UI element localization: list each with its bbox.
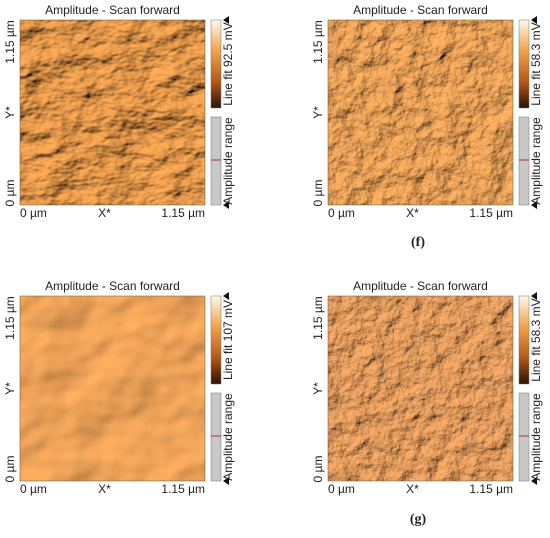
colorbar-label: Line fit 58.3 mV (529, 22, 543, 105)
x-axis-label: 1.15 µm (469, 482, 513, 496)
colorbar-label: Line fit 92.5 mV (221, 22, 235, 105)
colorbar (210, 295, 222, 385)
range-pointer (531, 201, 537, 209)
range-bar (210, 116, 222, 206)
range-bar (518, 116, 530, 206)
y-axis-label: Y* (3, 382, 17, 395)
image-frame (327, 19, 514, 206)
image-frame (19, 19, 206, 206)
range-label: Amplitude range (529, 117, 543, 205)
range-pointer (531, 292, 537, 300)
range-pointer (531, 477, 537, 485)
colorbar-label: Line fit 107 mV (221, 300, 235, 380)
afm-image (20, 296, 205, 481)
y-axis-label: 1.15 µm (3, 296, 17, 340)
y-axis-label: Y* (3, 106, 17, 119)
caption: (f) (411, 235, 425, 250)
x-axis-label: 0 µm (328, 206, 355, 220)
y-axis-label: 0 µm (3, 456, 17, 483)
y-axis-label: Y* (311, 382, 325, 395)
x-axis-label: X* (406, 482, 419, 496)
range-bar (210, 392, 222, 482)
x-axis-label: 0 µm (20, 482, 47, 496)
y-axis-label: 0 µm (311, 180, 325, 207)
x-axis-label: X* (98, 206, 111, 220)
afm-image (20, 20, 205, 205)
colorbar-label: Line fit 58.3 mV (529, 298, 543, 381)
panel-title: Amplitude - Scan forward (45, 279, 180, 293)
colorbar (210, 19, 222, 109)
range-pointer (223, 16, 229, 24)
x-axis-label: 0 µm (328, 482, 355, 496)
y-axis-label: Y* (311, 106, 325, 119)
panel-title: Amplitude - Scan forward (353, 279, 488, 293)
range-pointer (531, 16, 537, 24)
range-bar (518, 392, 530, 482)
range-label: Amplitude range (221, 117, 235, 205)
image-frame (327, 295, 514, 482)
range-label: Amplitude range (221, 393, 235, 481)
y-axis-label: 0 µm (3, 180, 17, 207)
x-axis-label: 1.15 µm (161, 206, 205, 220)
x-axis-label: 1.15 µm (161, 482, 205, 496)
afm-image (328, 296, 513, 481)
panel-title: Amplitude - Scan forward (353, 3, 488, 17)
colorbar (518, 295, 530, 385)
x-axis-label: X* (98, 482, 111, 496)
range-label: Amplitude range (529, 393, 543, 481)
x-axis-label: 1.15 µm (469, 206, 513, 220)
colorbar (518, 19, 530, 109)
y-axis-label: 1.15 µm (3, 20, 17, 64)
afm-image (328, 20, 513, 205)
y-axis-label: 1.15 µm (311, 20, 325, 64)
panel-title: Amplitude - Scan forward (45, 3, 180, 17)
y-axis-label: 1.15 µm (311, 296, 325, 340)
range-pointer (223, 477, 229, 485)
y-axis-label: 0 µm (311, 456, 325, 483)
caption: (g) (410, 512, 427, 527)
image-frame (19, 295, 206, 482)
range-pointer (223, 201, 229, 209)
x-axis-label: 0 µm (20, 206, 47, 220)
range-pointer (223, 292, 229, 300)
x-axis-label: X* (406, 206, 419, 220)
